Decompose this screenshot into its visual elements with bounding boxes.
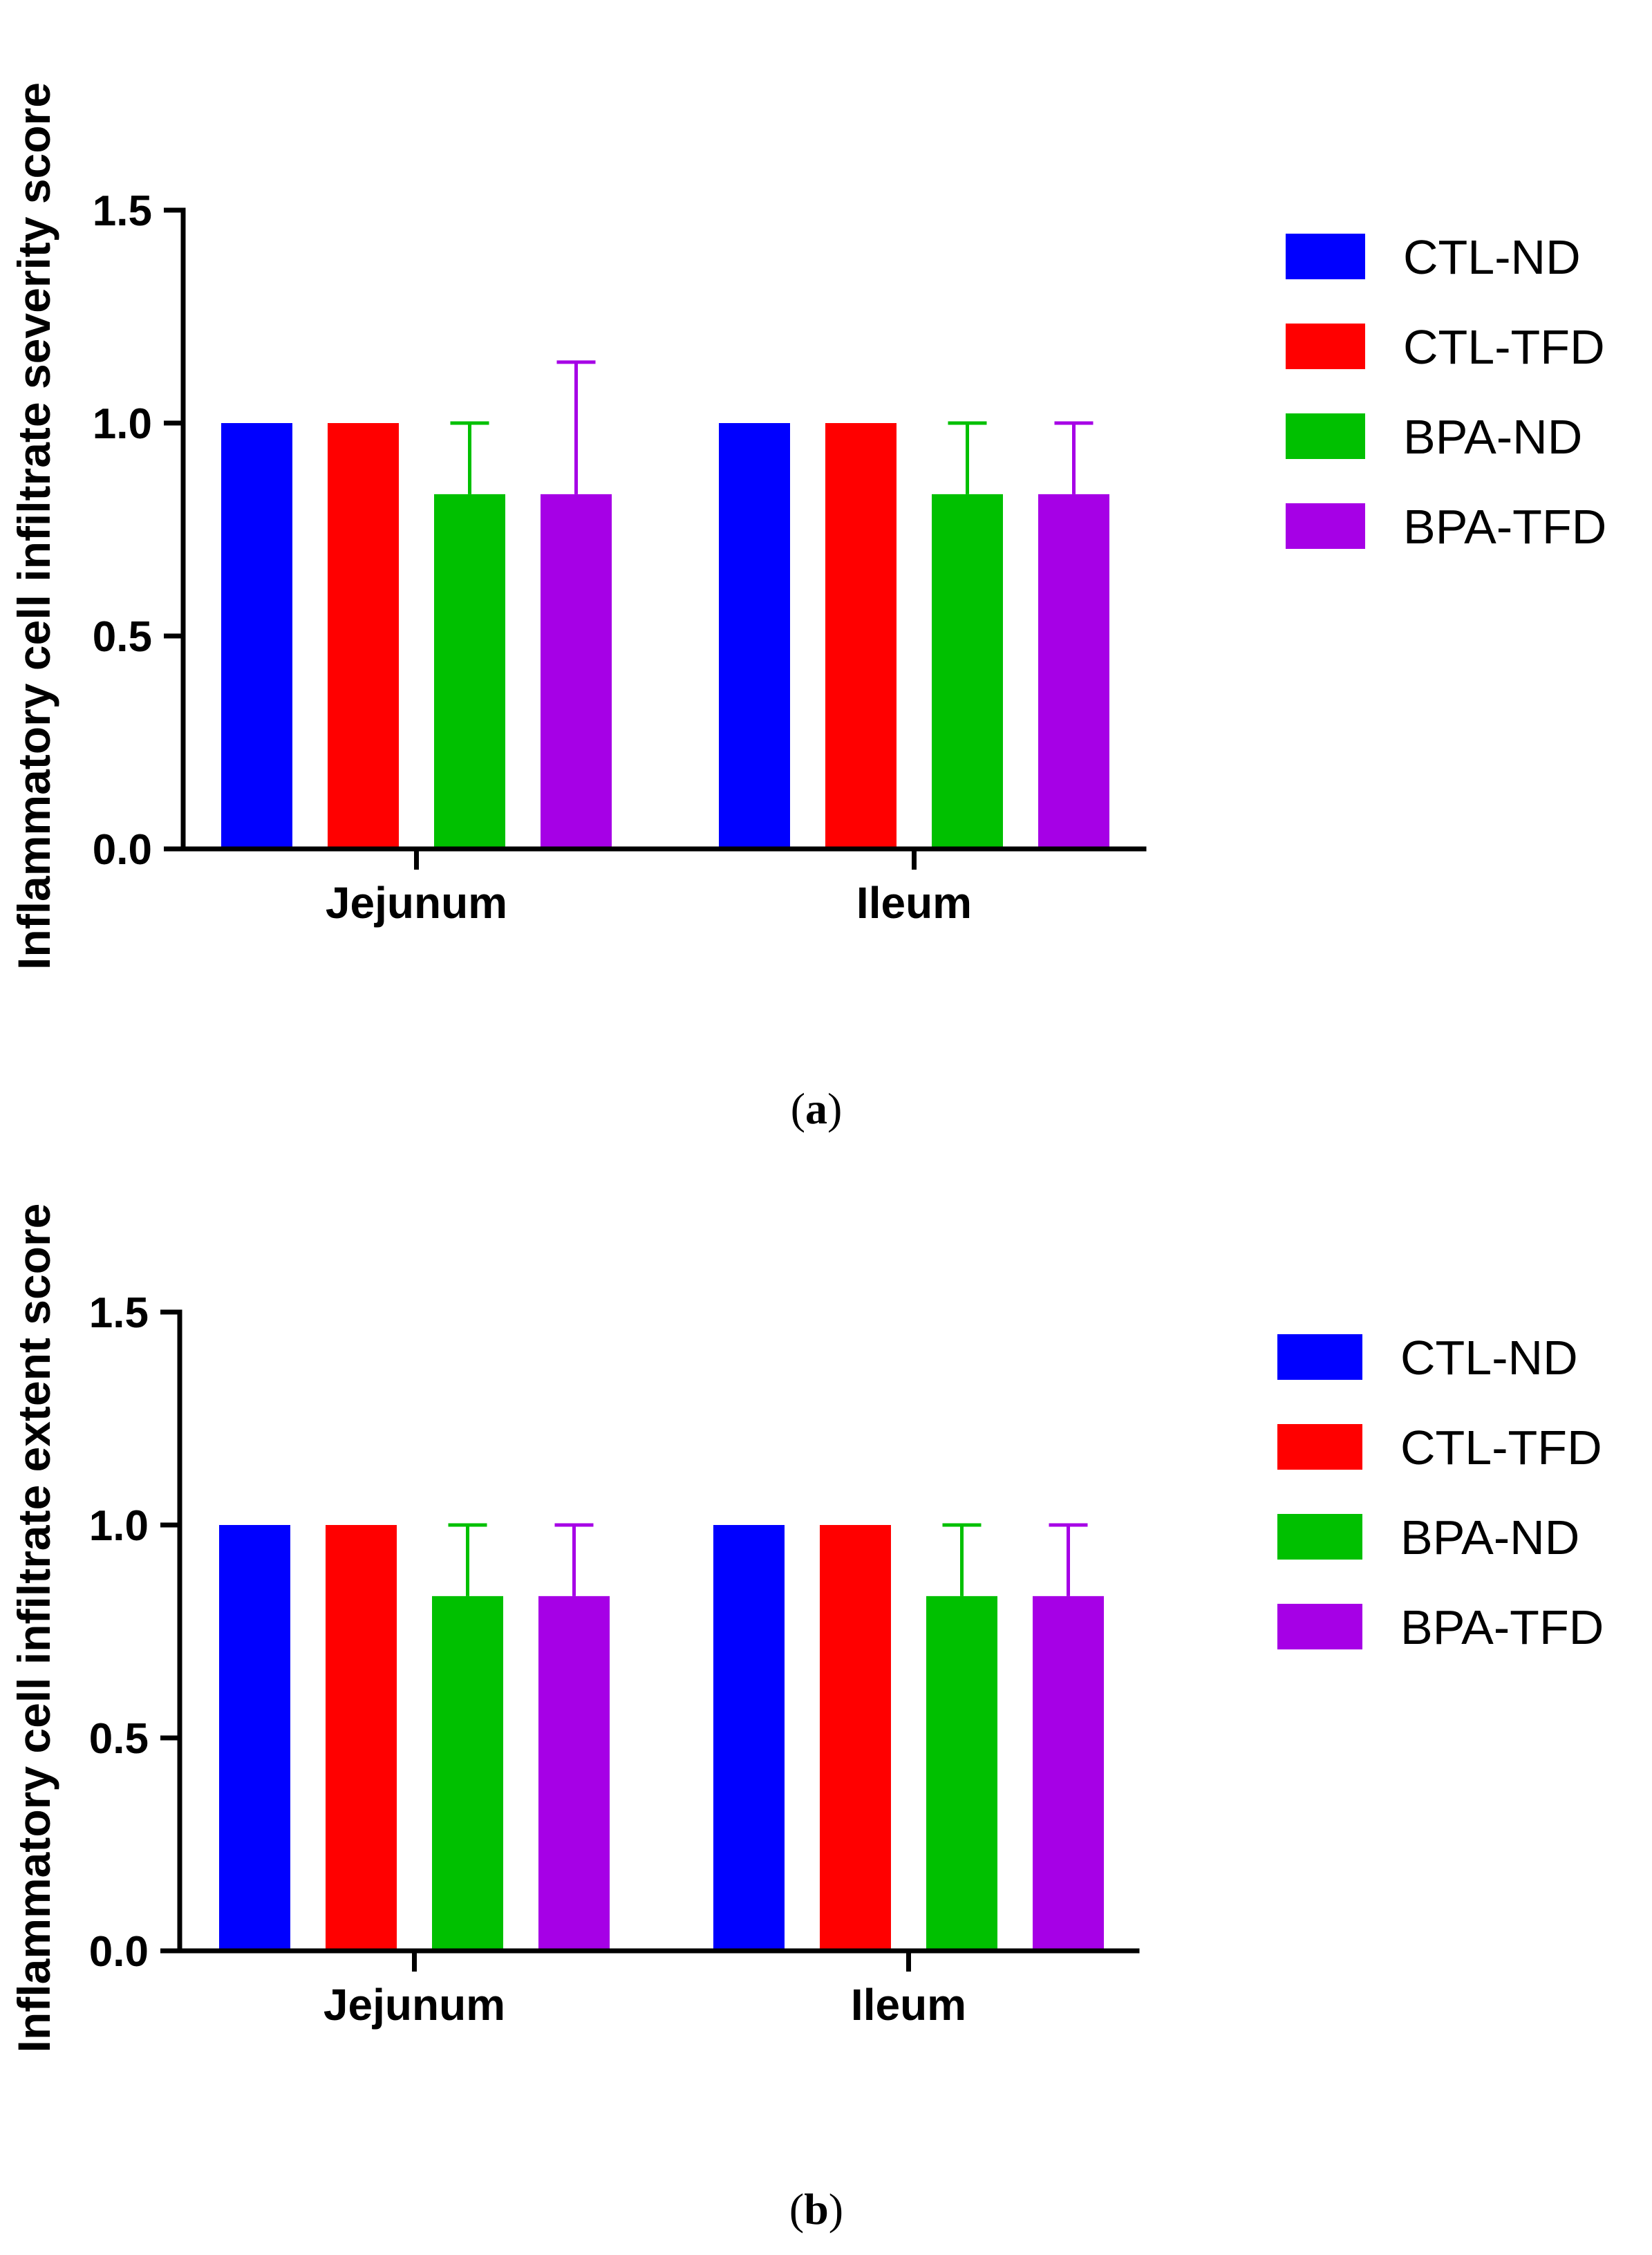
- panel-letter-b: b: [804, 2184, 829, 2234]
- legend-label-bpa-nd: BPA-ND: [1400, 1510, 1579, 1564]
- y-tick-label: 1.5: [89, 1289, 149, 1337]
- bar-ctl-tfd-jejunum: [328, 423, 399, 849]
- bar-bpa-nd-ileum: [932, 494, 1003, 849]
- bar-ctl-tfd-ileum: [820, 1525, 891, 1951]
- plot-area-b: 0.0 0.5 1.0 1.5 Jejunum Ileum Inflammatory cel…: [8, 1204, 1604, 2053]
- bar-bpa-tfd-ileum: [1038, 494, 1109, 849]
- bar-bpa-nd-jejunum: [432, 1596, 503, 1951]
- y-tick-label: 1.5: [93, 187, 152, 235]
- x-category-label-ileum: Ileum: [851, 1980, 966, 2030]
- legend-swatch-ctl-nd: [1286, 234, 1365, 279]
- y-axis-title: Inflammatory cell infiltrate extent scor…: [8, 1204, 59, 2053]
- legend-label-bpa-tfd: BPA-TFD: [1403, 500, 1606, 554]
- y-tick-label: 1.0: [93, 400, 152, 448]
- legend-swatch-bpa-nd: [1286, 413, 1365, 459]
- panel-label-b: (b): [789, 2184, 843, 2234]
- bar-ctl-nd-jejunum: [219, 1525, 290, 1951]
- plot-area-a: 0.0 0.5 1.0 1.5 Jejunum Ileum Inflammatory cel…: [8, 82, 1606, 970]
- legend-label-ctl-nd: CTL-ND: [1403, 230, 1581, 284]
- legend-swatch-bpa-tfd: [1277, 1604, 1362, 1649]
- panel-letter-a: a: [805, 1084, 827, 1133]
- bar-bpa-tfd-jejunum: [538, 1596, 610, 1951]
- legend-swatch-ctl-tfd: [1286, 324, 1365, 369]
- legend-label-ctl-nd: CTL-ND: [1400, 1331, 1578, 1385]
- panel-label-a: (a): [791, 1084, 843, 1133]
- legend-label-bpa-nd: BPA-ND: [1403, 410, 1582, 464]
- bar-bpa-tfd-jejunum: [541, 494, 612, 849]
- y-axis-title: Inflammatory cell infiltrate severity sc…: [8, 82, 59, 970]
- legend-swatch-ctl-tfd: [1277, 1424, 1362, 1470]
- y-tick-label: 0.5: [89, 1715, 149, 1763]
- bar-bpa-nd-jejunum: [434, 494, 505, 849]
- legend-swatch-bpa-tfd: [1286, 503, 1365, 549]
- y-tick-label: 0.0: [89, 1928, 149, 1976]
- bar-ctl-tfd-jejunum: [326, 1525, 397, 1951]
- bar-bpa-tfd-ileum: [1033, 1596, 1104, 1951]
- bar-ctl-tfd-ileum: [825, 423, 897, 849]
- x-category-label-jejunum: Jejunum: [326, 878, 507, 928]
- chart-panel-a: 0.0 0.5 1.0 1.5 Jejunum Ileum Inflammatory cel…: [8, 82, 1606, 1133]
- legend-label-bpa-tfd: BPA-TFD: [1400, 1600, 1604, 1654]
- legend-swatch-ctl-nd: [1277, 1334, 1362, 1380]
- legend-label-ctl-tfd: CTL-TFD: [1400, 1421, 1602, 1475]
- bar-ctl-nd-ileum: [719, 423, 790, 849]
- y-tick-label: 1.0: [89, 1502, 149, 1550]
- legend-swatch-bpa-nd: [1277, 1514, 1362, 1560]
- chart-panel-b: 0.0 0.5 1.0 1.5 Jejunum Ileum Inflammatory cel…: [8, 1204, 1604, 2234]
- legend-label-ctl-tfd: CTL-TFD: [1403, 320, 1605, 374]
- bar-ctl-nd-jejunum: [221, 423, 292, 849]
- bar-ctl-nd-ileum: [713, 1525, 785, 1951]
- y-tick-label: 0.0: [93, 826, 152, 874]
- bar-bpa-nd-ileum: [926, 1596, 997, 1951]
- x-category-label-jejunum: Jejunum: [323, 1980, 505, 2030]
- x-category-label-ileum: Ileum: [856, 878, 972, 928]
- y-tick-label: 0.5: [93, 613, 152, 661]
